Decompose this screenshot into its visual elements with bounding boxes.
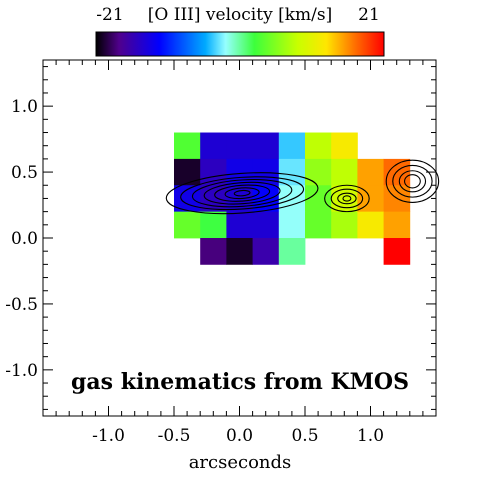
- contour-3-level-1: [385, 159, 440, 203]
- velocity-pixel: [200, 211, 227, 239]
- contour-2-level-3: [337, 192, 357, 205]
- axis-tick-labels: -1.0 -0.5 0.0 0.5 1.0 -1.0 -0.5 0.0 0.5 1.0: [5, 97, 384, 446]
- contour-1-level-3: [191, 179, 293, 208]
- velocity-pixel: [200, 238, 227, 265]
- velocity-pixel: [383, 211, 411, 239]
- velocity-pixel: [305, 158, 332, 186]
- x-tick-label: 0.0: [226, 426, 253, 446]
- contour-3-level-2: [392, 164, 433, 198]
- velocity-pixel: [174, 211, 201, 239]
- velocity-pixel: [226, 211, 253, 239]
- x-tick-label: -0.5: [158, 426, 191, 446]
- velocity-pixel: [226, 238, 253, 265]
- contour-1-level-4: [203, 181, 281, 205]
- velocity-pixel: [252, 238, 280, 265]
- plot-area: -1.0 -0.5 0.0 0.5 1.0 -1.0 -0.5 0.0 0.5 1.0 gas k…: [5, 59, 440, 446]
- y-tick-label: 0.5: [11, 163, 38, 183]
- velocity-pixel: [174, 132, 201, 160]
- colorbar-gradient: [95, 31, 385, 57]
- x-tick-label: -1.0: [92, 426, 125, 446]
- contour-1-level-2: [180, 176, 305, 211]
- x-axis-title: arcseconds: [189, 452, 292, 473]
- annotation-text: gas kinematics from KMOS: [71, 369, 409, 395]
- velocity-pixel: [200, 185, 227, 213]
- x-tick-label: 1.0: [357, 426, 384, 446]
- flux-contours: [165, 159, 440, 215]
- velocity-pixel: [331, 211, 358, 239]
- velocity-pixel: [305, 211, 332, 239]
- colorbar-max-label: 21: [358, 5, 380, 25]
- y-tick-label: -1.0: [5, 361, 38, 381]
- velocity-pixel: [200, 132, 227, 160]
- colorbar: -21 [O III] velocity [km/s] 21: [95, 5, 385, 57]
- velocity-pixel: [305, 132, 332, 160]
- velocity-pixel: [226, 158, 253, 186]
- colorbar-min-label: -21: [96, 5, 123, 25]
- velocity-pixels: [174, 132, 411, 265]
- velocity-pixel: [278, 211, 306, 239]
- x-tick-label: 0.5: [291, 426, 318, 446]
- velocity-pixel: [174, 158, 201, 186]
- velocity-pixel: [252, 211, 280, 239]
- velocity-pixel: [383, 238, 411, 265]
- y-tick-label: 1.0: [11, 97, 38, 117]
- contour-1-level-7: [233, 189, 251, 197]
- contour-1-level-1: [165, 172, 319, 215]
- axis-ticks: [43, 60, 436, 416]
- colorbar-title: [O III] velocity [km/s]: [148, 5, 332, 25]
- y-tick-label: -0.5: [5, 295, 38, 315]
- contour-2-level-2: [330, 188, 364, 209]
- contour-3-level-3: [398, 170, 427, 193]
- y-tick-label: 0.0: [11, 229, 38, 249]
- velocity-pixel: [331, 158, 358, 186]
- velocity-pixel: [357, 185, 384, 213]
- velocity-pixel: [278, 158, 306, 186]
- velocity-pixel: [226, 132, 253, 160]
- velocity-pixel: [357, 158, 384, 186]
- velocity-pixel: [278, 132, 306, 160]
- contour-2-level-4: [342, 195, 352, 202]
- contour-1-level-5: [214, 184, 271, 202]
- velocity-pixel: [252, 132, 280, 160]
- contour-2-level-1: [324, 184, 370, 213]
- contour-3-level-4: [404, 174, 421, 189]
- velocity-pixel: [357, 211, 384, 239]
- velocity-pixel: [331, 132, 358, 160]
- velocity-pixel: [278, 238, 306, 265]
- contour-1-level-6: [224, 187, 260, 200]
